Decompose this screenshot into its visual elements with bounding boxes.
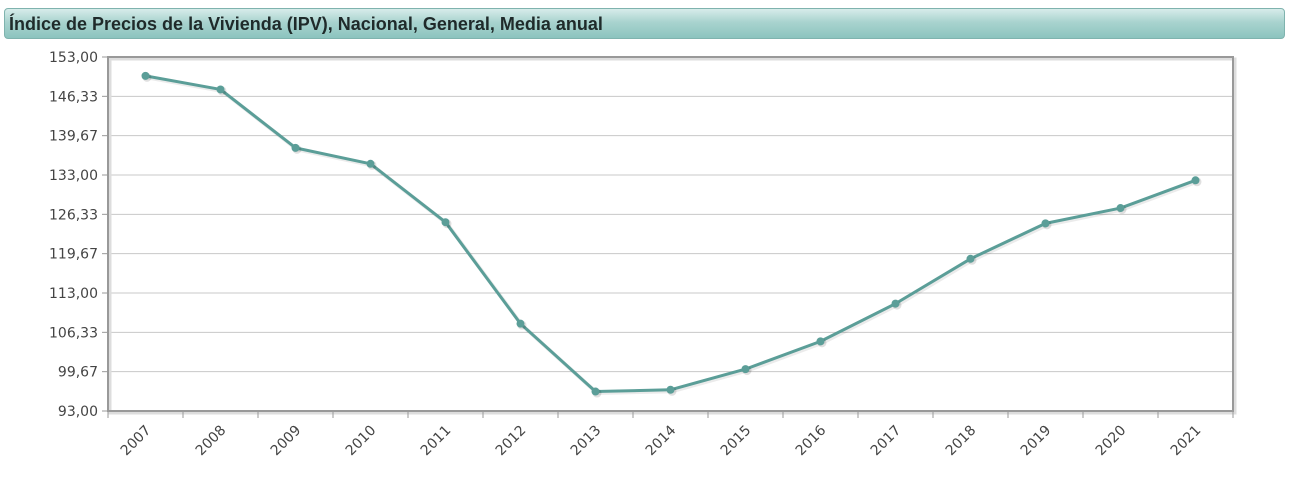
y-tick-label: 133,00 [49, 168, 98, 184]
plot-frame-shadow [108, 57, 1237, 415]
y-tick-label: 153,00 [49, 50, 98, 66]
y-tick-label: 146,33 [49, 89, 98, 105]
data-point [291, 143, 300, 152]
data-point [1041, 219, 1050, 228]
data-point [141, 71, 150, 80]
x-tick-label: 2017 [868, 423, 905, 460]
x-tick-label: 2018 [943, 423, 980, 460]
y-tick-label: 99,67 [58, 365, 98, 381]
x-tick-label: 2016 [793, 422, 830, 459]
data-point [1191, 176, 1200, 185]
x-tick-label: 2015 [718, 423, 755, 460]
data-point [816, 337, 825, 346]
data-point [891, 299, 900, 308]
x-tick-label: 2019 [1018, 423, 1055, 460]
x-tick-label: 2007 [118, 423, 155, 460]
data-point [966, 254, 975, 263]
data-point [666, 385, 675, 394]
y-tick-label: 119,67 [49, 247, 98, 263]
x-tick-label: 2011 [418, 423, 455, 460]
y-tick-label: 139,67 [49, 129, 98, 145]
data-point [216, 85, 225, 94]
x-tick-label: 2013 [568, 423, 605, 460]
data-point [366, 159, 375, 168]
x-tick-label: 2010 [343, 423, 380, 460]
chart-title-bar: Índice de Precios de la Vivienda (IPV), … [4, 8, 1285, 39]
data-point [591, 387, 600, 396]
x-tick-label: 2020 [1093, 423, 1130, 460]
data-point [516, 319, 525, 328]
y-tick-label: 106,33 [49, 325, 98, 341]
plot-area [108, 57, 1233, 411]
x-tick-label: 2014 [643, 422, 680, 459]
y-tick-label: 126,33 [49, 207, 98, 223]
x-tick-label: 2009 [268, 423, 305, 460]
x-tick-label: 2008 [193, 423, 230, 460]
data-point [441, 218, 450, 227]
y-tick-label: 93,00 [58, 404, 98, 420]
data-point [1116, 204, 1125, 213]
y-tick-label: 113,00 [49, 286, 98, 302]
chart-title: Índice de Precios de la Vivienda (IPV), … [9, 14, 603, 34]
x-tick-label: 2012 [493, 423, 530, 460]
data-point [741, 365, 750, 374]
plot-frame [107, 56, 1234, 412]
x-tick-label: 2021 [1168, 423, 1205, 460]
